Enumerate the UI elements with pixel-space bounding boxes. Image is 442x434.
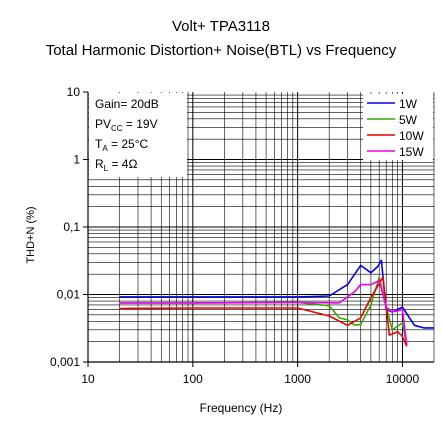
y-tick-label: 0,001 — [50, 355, 80, 369]
y-tick-label: 1 — [73, 153, 80, 167]
y-tick-label: 10 — [67, 85, 81, 99]
x-axis-label: Frequency (Hz) — [200, 401, 283, 415]
x-tick-label: 1000 — [284, 372, 311, 386]
y-tick-label: 0,01 — [57, 288, 81, 302]
condition-text: RL = 4Ω — [95, 157, 137, 173]
x-tick-label: 100 — [183, 372, 203, 386]
x-tick-label: 10000 — [386, 372, 420, 386]
legend-label: 10W — [399, 129, 424, 143]
y-axis-label: THD+N (%) — [25, 206, 37, 263]
legend-label: 1W — [399, 97, 418, 111]
series-line-1w — [119, 259, 434, 329]
x-tick-label: 10 — [81, 372, 95, 386]
series-line-15w — [119, 279, 408, 345]
legend-box — [363, 94, 433, 160]
condition-text: PVCC = 19V — [95, 117, 158, 133]
chart-title: Volt+ TPA3118 — [172, 18, 270, 35]
y-tick-label: 0,1 — [63, 220, 80, 234]
conditions-box — [89, 93, 187, 177]
condition-text: TA = 25°C — [95, 137, 149, 153]
condition-text: Gain= 20dB — [95, 97, 159, 111]
chart-subtitle: Total Harmonic Distortion+ Noise(BTL) vs… — [45, 42, 397, 59]
series-line-10w — [119, 276, 408, 347]
legend-label: 15W — [399, 145, 424, 159]
legend-label: 5W — [399, 113, 418, 127]
